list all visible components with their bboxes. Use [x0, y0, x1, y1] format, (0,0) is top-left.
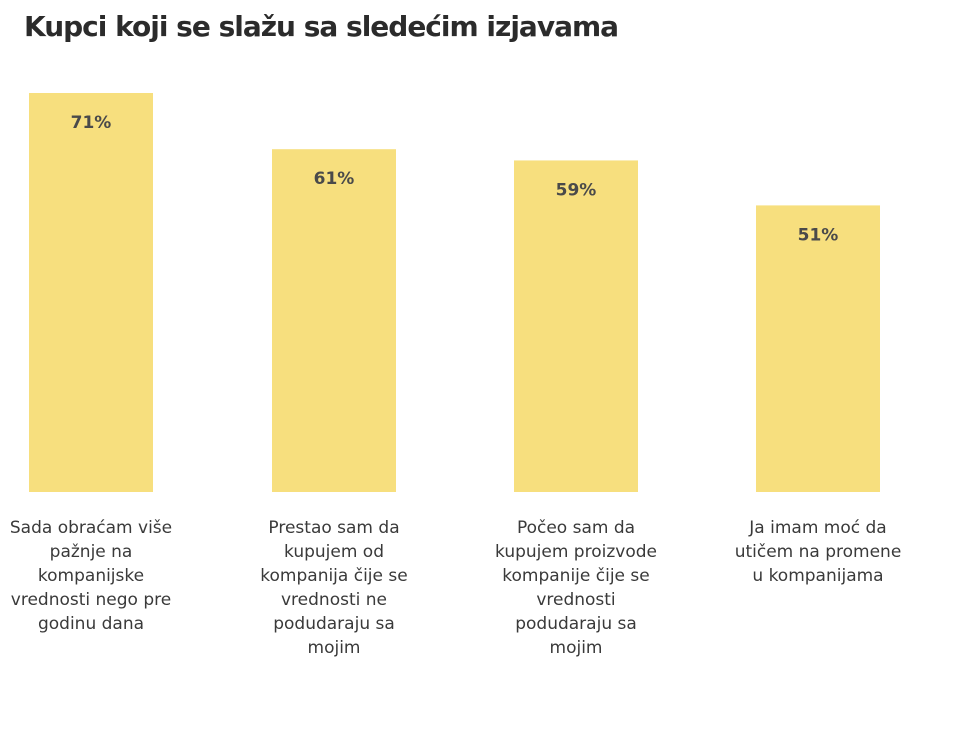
chart-title: Kupci koji se slažu sa sledećim izjavama	[24, 10, 619, 43]
bars-group	[29, 93, 880, 493]
bar-1	[29, 93, 153, 492]
category-label-1: Sada obraćam više pažnje na kompanijske …	[9, 518, 173, 634]
value-labels-group: 71% 61% 59% 51%	[71, 113, 839, 245]
bar-2	[272, 149, 396, 492]
category-label-2: Prestao sam da kupujem od kompanija čije…	[260, 518, 408, 658]
value-label-4: 51%	[798, 225, 839, 245]
bar-3	[514, 160, 638, 492]
bar-4	[756, 205, 880, 493]
category-label-3: Počeo sam da kupujem proizvode kompanije…	[495, 518, 657, 658]
value-label-2: 61%	[314, 169, 355, 189]
value-label-1: 71%	[71, 113, 112, 133]
value-label-3: 59%	[556, 180, 597, 200]
category-label-4: Ja imam moć da utičem na promene u kompa…	[734, 518, 902, 586]
